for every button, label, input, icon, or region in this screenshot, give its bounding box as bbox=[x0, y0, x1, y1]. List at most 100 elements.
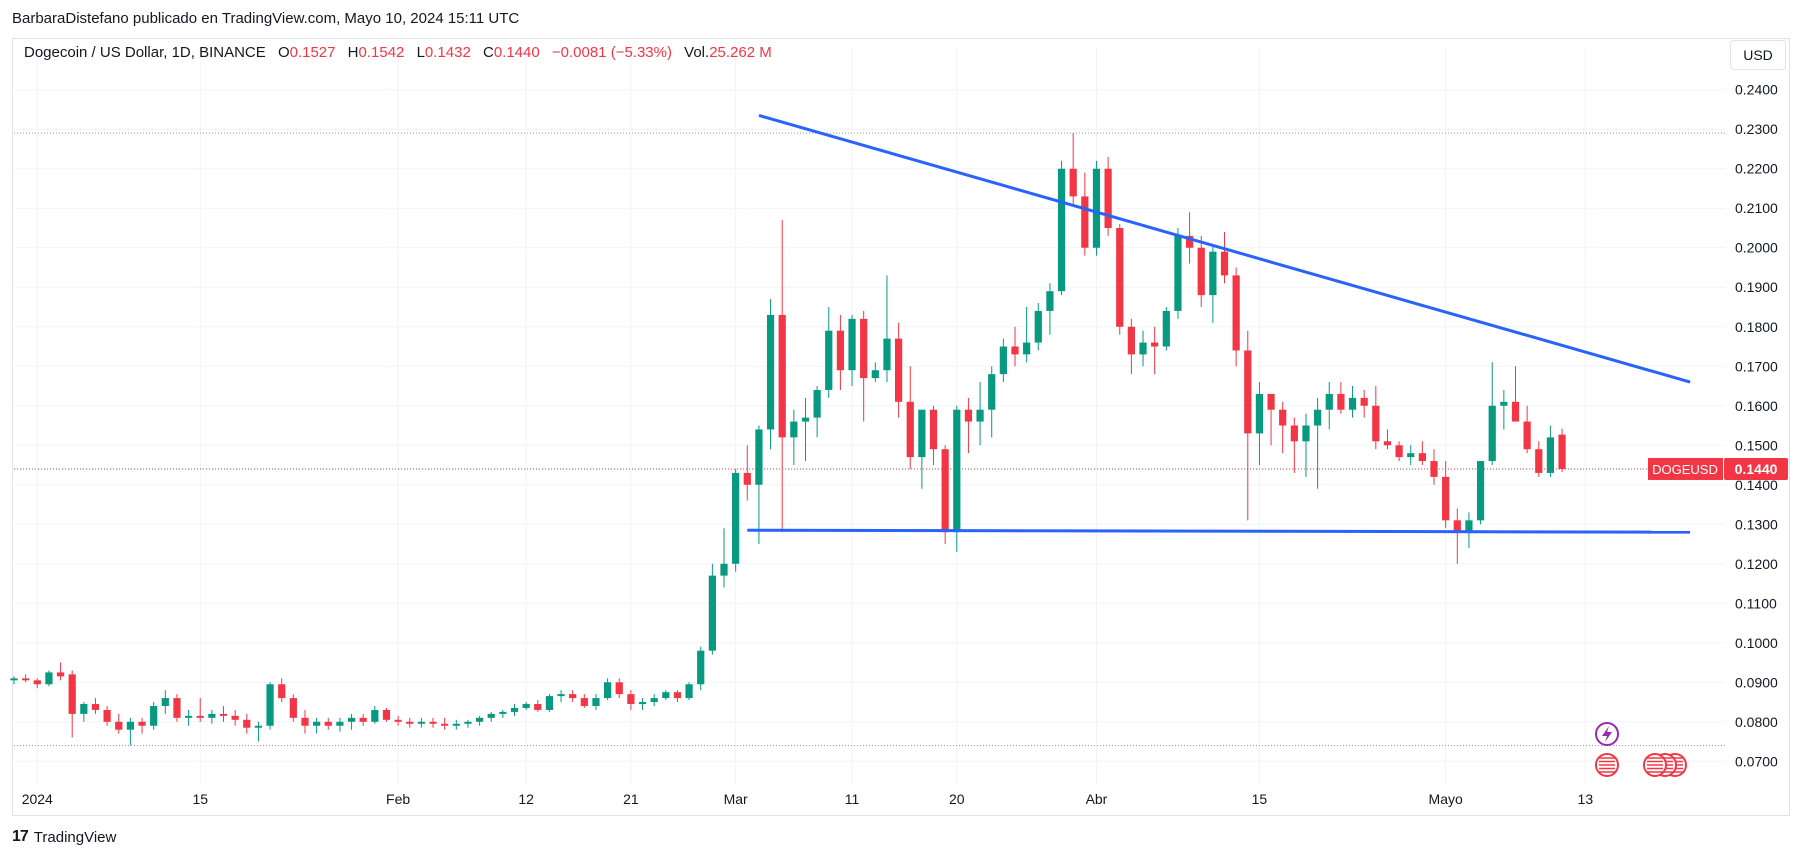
candle-body bbox=[743, 472, 751, 485]
candle-body bbox=[953, 409, 961, 533]
candle-body bbox=[1220, 251, 1229, 276]
candles bbox=[10, 133, 1566, 746]
candle-body bbox=[406, 721, 414, 724]
candle-body bbox=[138, 721, 146, 726]
candle-body bbox=[1151, 342, 1159, 347]
candle-body bbox=[289, 698, 297, 718]
candle-body bbox=[557, 694, 565, 697]
candle-body bbox=[1127, 326, 1135, 355]
tradingview-logo-icon[interactable]: 17 bbox=[12, 828, 29, 845]
y-tick-label: 0.0800 bbox=[1735, 714, 1778, 730]
y-tick-label: 0.0700 bbox=[1735, 753, 1778, 769]
candle-body bbox=[604, 682, 612, 699]
candle-body bbox=[1034, 310, 1042, 343]
candle-body bbox=[324, 721, 332, 726]
candle-body bbox=[662, 692, 670, 699]
candle-body bbox=[173, 698, 181, 718]
candle-body bbox=[929, 409, 938, 450]
candle-body bbox=[1023, 342, 1031, 355]
y-tick-label: 0.1200 bbox=[1735, 556, 1778, 572]
y-tick-label: 0.1800 bbox=[1735, 319, 1778, 335]
candle-body bbox=[941, 449, 949, 533]
candle-body bbox=[1011, 346, 1019, 355]
candle-body bbox=[673, 692, 682, 699]
candle-body bbox=[1337, 393, 1345, 410]
low-label: L bbox=[416, 44, 425, 61]
candle-body bbox=[1197, 247, 1205, 296]
candle-body bbox=[976, 409, 984, 422]
candle-body bbox=[231, 715, 239, 720]
candle-body bbox=[429, 721, 437, 724]
candle-body bbox=[417, 721, 425, 724]
candle-body bbox=[1500, 401, 1508, 406]
close-value: 0.1440 bbox=[493, 44, 540, 61]
close-label: C bbox=[482, 44, 494, 61]
candle-body bbox=[115, 721, 123, 730]
candle-body bbox=[1255, 393, 1264, 434]
candle-body bbox=[499, 711, 507, 714]
y-tick-label: 0.1600 bbox=[1735, 398, 1778, 414]
y-tick-label: 0.2100 bbox=[1735, 200, 1778, 216]
trendlines bbox=[747, 113, 1691, 534]
candle-body bbox=[755, 429, 763, 485]
candle-body bbox=[10, 678, 18, 681]
candle-body bbox=[452, 723, 460, 726]
change-value: −0.0081 (−5.33%) bbox=[551, 44, 672, 61]
candle-body bbox=[1360, 397, 1368, 406]
x-tick-label: Feb bbox=[386, 791, 410, 807]
candle-body bbox=[580, 698, 588, 706]
candle-body bbox=[1302, 425, 1310, 442]
candle-body bbox=[697, 650, 705, 685]
candle-body bbox=[1162, 310, 1170, 347]
candle-body bbox=[918, 409, 926, 458]
candle-body bbox=[883, 338, 891, 371]
candle-body bbox=[801, 417, 810, 422]
candle-body bbox=[208, 713, 216, 718]
candle-body bbox=[1511, 401, 1520, 422]
candle-body bbox=[1442, 476, 1450, 521]
candle-body bbox=[534, 704, 542, 710]
candle-body bbox=[1325, 393, 1333, 410]
candle-body bbox=[347, 717, 356, 722]
candle-body bbox=[1465, 520, 1473, 533]
candle-body bbox=[219, 713, 228, 716]
chart-frame bbox=[12, 38, 1790, 816]
x-tick-label: Mar bbox=[724, 791, 748, 807]
candle-body bbox=[999, 346, 1007, 375]
candle-body bbox=[569, 694, 577, 699]
symbol-title[interactable]: Dogecoin / US Dollar, 1D, BINANCE bbox=[24, 44, 266, 61]
x-tick-label: 15 bbox=[192, 791, 208, 807]
candle-body bbox=[1395, 445, 1403, 458]
event-icons bbox=[1595, 722, 1687, 777]
candle-body bbox=[1104, 168, 1112, 228]
candle-body bbox=[1558, 434, 1566, 469]
candle-body bbox=[1407, 453, 1415, 458]
candle-body bbox=[1116, 227, 1124, 327]
candle-body bbox=[313, 721, 321, 726]
candle-body bbox=[1069, 168, 1077, 197]
brand-name[interactable]: TradingView bbox=[33, 828, 117, 846]
candle-body bbox=[22, 678, 30, 681]
candle-body bbox=[871, 370, 879, 379]
low-value: 0.1432 bbox=[424, 44, 471, 61]
candle-body bbox=[45, 672, 53, 685]
candle-body bbox=[487, 713, 495, 718]
candle-body bbox=[685, 684, 693, 699]
grid bbox=[14, 48, 1725, 785]
currency-button[interactable]: USD bbox=[1730, 40, 1786, 70]
candle-body bbox=[382, 709, 391, 720]
candle-body bbox=[1279, 409, 1287, 426]
candle-body bbox=[441, 723, 449, 726]
candle-body bbox=[1057, 168, 1066, 292]
x-axis: 2024 15 Feb 12 21 Mar 11 20 Abr 15 Mayo 13 bbox=[22, 791, 1594, 807]
footer: 17 TradingView bbox=[12, 828, 116, 846]
candle-body bbox=[1535, 449, 1543, 473]
candle-body bbox=[1046, 291, 1054, 311]
y-tick-label: 0.2200 bbox=[1735, 161, 1778, 177]
candle-body bbox=[103, 709, 111, 722]
high-label: H bbox=[347, 44, 359, 61]
open-label: O bbox=[277, 44, 290, 61]
candle-body bbox=[371, 709, 379, 722]
high-value: 0.1542 bbox=[358, 44, 405, 61]
